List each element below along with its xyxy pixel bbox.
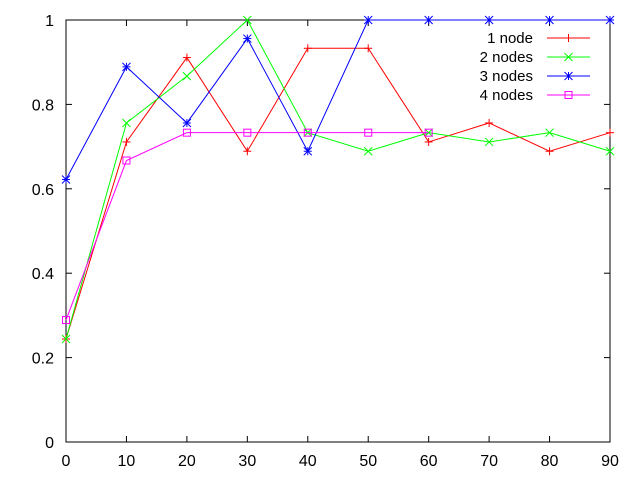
data-point <box>363 146 373 156</box>
data-point <box>303 146 313 156</box>
legend-marker <box>564 52 573 62</box>
data-point <box>242 15 252 25</box>
data-point <box>606 128 614 137</box>
legend-item: 3 nodes <box>480 68 590 85</box>
legend-marker <box>564 91 573 99</box>
x-tick-label: 60 <box>420 453 438 470</box>
y-tick-label: 1 <box>45 13 54 30</box>
y-tick-label: 0.2 <box>32 351 54 368</box>
x-tick-label: 10 <box>118 453 136 470</box>
legend-marker <box>564 34 573 42</box>
axes: 0 10 20 30 40 50 60 70 80 90 0 0.2 0.4 0.6 0.8 1 <box>32 13 619 470</box>
series-line <box>65 132 429 321</box>
data-point <box>545 147 554 156</box>
series-line <box>65 19 611 340</box>
legend-label: 2 nodes <box>480 49 533 66</box>
data-point <box>484 137 494 147</box>
series-layer <box>61 15 615 344</box>
data-point <box>182 128 191 137</box>
data-point <box>484 15 494 25</box>
data-point <box>122 118 131 128</box>
data-point <box>605 146 615 156</box>
legend: 1 node 2 nodes 3 nodes 4 nodes <box>480 30 590 104</box>
data-point <box>122 62 131 72</box>
data-point <box>363 15 373 25</box>
legend-item: 2 nodes <box>480 49 590 66</box>
y-tick-label: 0.6 <box>32 182 54 199</box>
data-point <box>61 175 71 184</box>
data-point <box>182 71 192 81</box>
data-point <box>62 316 70 325</box>
series-line <box>65 19 610 180</box>
x-tick-label: 30 <box>238 453 256 470</box>
y-tick-label: 0 <box>45 435 54 452</box>
x-tick-label: 40 <box>299 453 317 470</box>
data-point <box>364 44 373 53</box>
x-tick-label: 0 <box>62 453 71 470</box>
data-point <box>122 137 131 146</box>
data-point <box>485 118 494 127</box>
y-tick-label: 0.8 <box>32 97 54 114</box>
legend-label: 3 nodes <box>480 68 533 85</box>
x-tick-label: 90 <box>601 453 619 470</box>
data-point <box>243 147 252 156</box>
plot-frame <box>65 19 611 443</box>
data-point <box>545 15 554 25</box>
legend-item: 1 node <box>487 30 590 47</box>
data-point <box>364 128 373 137</box>
legend-item: 4 nodes <box>480 87 590 104</box>
data-point <box>182 53 191 62</box>
x-tick-label: 70 <box>480 453 498 470</box>
data-point <box>303 128 312 137</box>
data-point <box>424 128 433 137</box>
x-tick-label: 20 <box>178 453 196 470</box>
data-point <box>243 128 252 137</box>
data-point <box>182 118 192 128</box>
data-point <box>122 156 131 165</box>
data-point <box>242 34 252 43</box>
legend-marker <box>564 71 573 81</box>
series-3 <box>61 15 615 184</box>
data-point <box>545 128 554 138</box>
series-4 <box>62 128 433 325</box>
data-point <box>605 15 615 25</box>
data-point <box>61 334 71 344</box>
data-point <box>424 15 434 25</box>
legend-label: 1 node <box>487 30 533 47</box>
data-point <box>424 137 433 146</box>
legend-label: 4 nodes <box>480 87 533 104</box>
y-tick-label: 0.4 <box>32 266 54 283</box>
x-tick-label: 80 <box>541 453 559 470</box>
data-point <box>303 44 312 53</box>
x-tick-label: 50 <box>359 453 377 470</box>
